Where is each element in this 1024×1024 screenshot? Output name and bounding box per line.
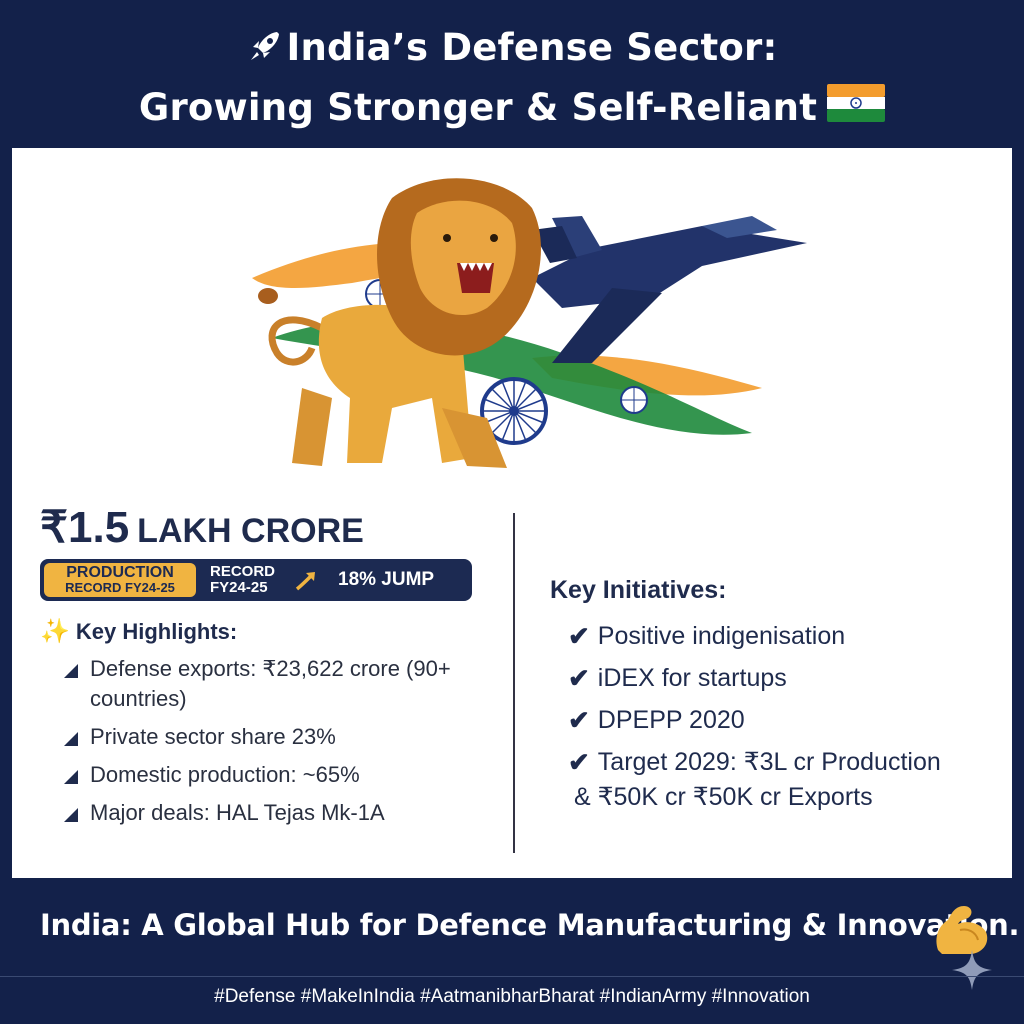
check-icon: ✔: [568, 621, 590, 651]
list-item: Defense exports: ₹23,622 crore (90+ coun…: [62, 654, 510, 714]
check-icon: ✔: [568, 705, 590, 735]
initiative-text: Positive indigenisation: [597, 622, 846, 650]
footer-divider: [0, 976, 1024, 977]
ashoka-chakra-icon: [480, 377, 548, 445]
production-value: ₹1.5: [40, 503, 130, 552]
highlight-text: Major deals: HAL Tejas Mk-1A: [90, 800, 385, 825]
title-line-2: Growing Stronger & Self-Reliant: [0, 80, 1024, 138]
list-item: Major deals: HAL Tejas Mk-1A: [62, 798, 510, 828]
list-item: ✔ iDEX for startups: [568, 661, 1000, 696]
column-divider: [513, 513, 515, 853]
initiative-text: Target 2029: ₹3L cr Production: [597, 748, 941, 776]
highlight-text: Domestic production: ~65%: [90, 762, 360, 787]
highlight-text: Private sector share 23%: [90, 724, 336, 749]
list-item: ✔ Positive indigenisation: [568, 619, 1000, 654]
up-arrow-icon: [295, 572, 315, 591]
footer-tagline: India: A Global Hub for Defence Manufact…: [40, 908, 1020, 942]
initiatives-title: Key Initiatives:: [550, 576, 727, 604]
initiatives-column: Key Initiatives: ✔ Positive indigenisatio…: [550, 576, 1000, 822]
bullet-icon: [62, 722, 80, 752]
highlights-list: Defense exports: ₹23,622 crore (90+ coun…: [62, 654, 510, 828]
star-icon: [952, 950, 992, 990]
sparkle-icon: ✨: [40, 618, 70, 645]
initiatives-list: ✔ Positive indigenisation ✔ iDEX for start…: [568, 619, 1000, 815]
title-text-2: Growing Stronger & Self-Reliant: [138, 86, 818, 129]
badge-production: PRODUCTION RECORD FY24-25: [44, 563, 196, 597]
bullet-icon: [62, 654, 80, 684]
production-badge: PRODUCTION RECORD FY24-25 RECORD FY24-25…: [40, 559, 472, 601]
initiative-text: DPEPP 2020: [597, 706, 745, 734]
list-item: ✔ DPEPP 2020: [568, 703, 1000, 738]
badge-record-label: RECORD: [210, 563, 276, 580]
badge-production-sub: RECORD FY24-25: [65, 580, 175, 595]
badge-record-sub: FY24-25: [210, 579, 268, 596]
flexed-biceps-icon: [936, 906, 988, 954]
check-icon: ✔: [568, 747, 590, 777]
hero-illustration: [252, 178, 807, 468]
rocket-icon: [247, 24, 283, 80]
header: India’s Defense Sector: Growing Stronger…: [0, 0, 1024, 148]
production-unit: LAKH CRORE: [137, 512, 364, 550]
india-flag-icon: [827, 82, 886, 138]
highlights-title-text: Key Highlights:: [75, 619, 238, 644]
initiative-text: iDEX for startups: [597, 664, 787, 692]
badge-production-label: PRODUCTION: [66, 564, 174, 581]
lion-illustration: [258, 178, 541, 468]
stats-column: ₹1.5 LAKH CRORE PRODUCTION RECORD FY24-25…: [40, 503, 510, 836]
hashtags: #Defense #MakeInIndia #AatmanibharBharat…: [214, 986, 810, 1007]
highlights-title: ✨ Key Highlights:: [40, 617, 510, 646]
title-text-1: India’s Defense Sector:: [286, 26, 778, 69]
badge-record: RECORD FY24-25: [210, 564, 294, 596]
fighter-jet-illustration: [532, 216, 807, 363]
initiative-text-continued: & ₹50K cr ₹50K cr Exports: [574, 783, 873, 811]
badge-jump: 18% JUMP: [338, 569, 435, 590]
title-line-1: India’s Defense Sector:: [0, 20, 1024, 80]
list-item: Private sector share 23%: [62, 722, 510, 752]
list-item: Domestic production: ~65%: [62, 760, 510, 790]
content-panel: ₹1.5 LAKH CRORE PRODUCTION RECORD FY24-25…: [12, 148, 1012, 878]
list-item: ✔ Target 2029: ₹3L cr Production & ₹50K c…: [568, 745, 1000, 815]
check-icon: ✔: [568, 663, 590, 693]
bullet-icon: [62, 760, 80, 790]
highlight-text: Defense exports: ₹23,622 crore (90+ coun…: [90, 656, 451, 711]
production-figure: ₹1.5 LAKH CRORE: [40, 503, 510, 556]
bullet-icon: [62, 798, 80, 828]
